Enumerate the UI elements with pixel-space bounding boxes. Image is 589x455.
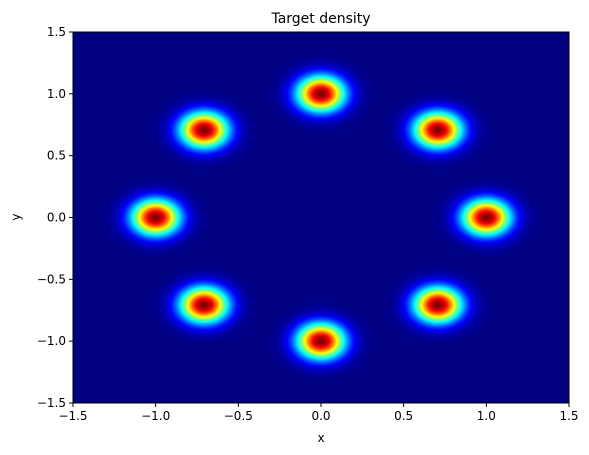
y-tick-label: 0.0 xyxy=(47,211,66,225)
y-tick-label: −1.0 xyxy=(37,334,66,348)
x-tick-label: 1.5 xyxy=(559,409,578,423)
density-heatmap xyxy=(73,32,569,403)
y-axis: −1.5 −1.0 −0.5 0.0 0.5 1.0 1.5 xyxy=(37,25,73,410)
x-axis: −1.5 −1.0 −0.5 0.0 0.5 1.0 1.5 xyxy=(58,403,579,423)
density-heatmap-image xyxy=(73,32,569,403)
chart-title: Target density xyxy=(270,11,370,27)
y-tick-label: 1.5 xyxy=(47,25,66,39)
x-tick-label: −1.5 xyxy=(58,409,87,423)
x-axis-label: x xyxy=(317,431,324,445)
x-tick-label: −0.5 xyxy=(224,409,253,423)
y-tick-label: 1.0 xyxy=(47,87,66,101)
y-tick-label: −1.5 xyxy=(37,396,66,410)
y-tick-label: −0.5 xyxy=(37,272,66,286)
y-axis-label: y xyxy=(9,213,23,220)
x-tick-label: 1.0 xyxy=(477,409,496,423)
x-tick-label: 0.0 xyxy=(311,409,330,423)
y-tick-label: 0.5 xyxy=(47,149,66,163)
x-tick-label: −1.0 xyxy=(141,409,170,423)
x-tick-label: 0.5 xyxy=(394,409,413,423)
